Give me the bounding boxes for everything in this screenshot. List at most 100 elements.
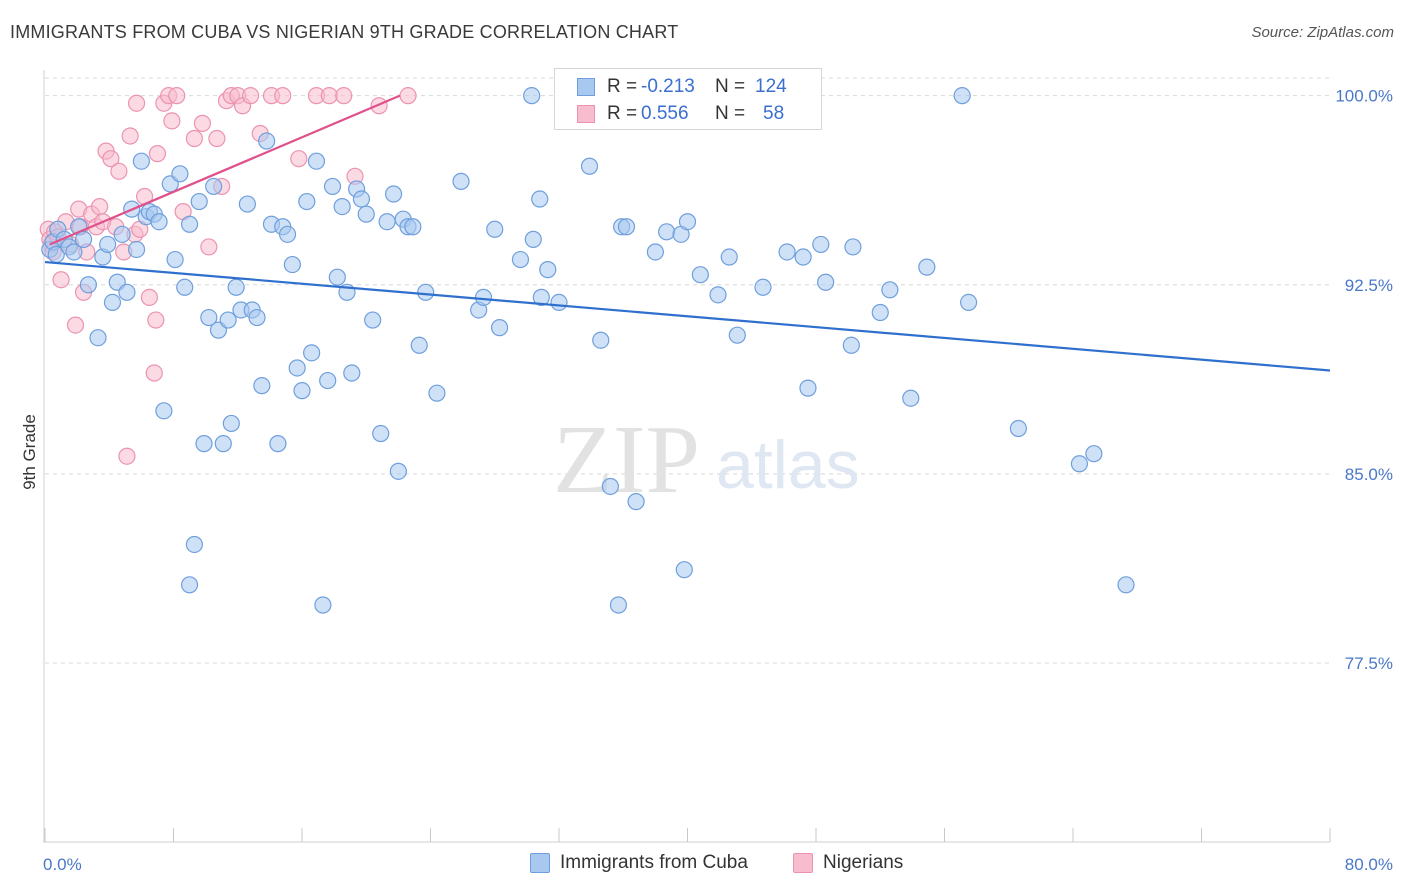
cuba-point <box>65 243 83 261</box>
cuba-point <box>1070 455 1089 473</box>
nigerian-point <box>185 129 203 148</box>
cuba-point <box>812 235 830 254</box>
cuba-point <box>452 172 470 190</box>
cuba-point <box>319 371 337 390</box>
cuba-point <box>720 248 738 266</box>
legend-cuba-label: Immigrants from Cuba <box>560 852 748 873</box>
nigerian-point <box>145 364 163 382</box>
stats-row-nigeria: R = 0.556 N = 58 <box>577 101 784 127</box>
cuba-point <box>417 283 435 301</box>
cuba-point <box>675 561 693 579</box>
x-axis-ticks <box>44 828 1331 842</box>
x-tick-label-max: 80.0% <box>1345 855 1393 874</box>
nigerian-point <box>118 447 136 465</box>
cuba-points <box>41 87 1135 614</box>
nigerian-point <box>208 129 226 148</box>
source-credit: Source: ZipAtlas.com <box>1251 24 1394 41</box>
cuba-point <box>238 195 256 213</box>
nigerian-point <box>200 238 218 256</box>
cuba-point <box>357 205 375 223</box>
cuba-point <box>200 308 218 327</box>
cuba-point <box>617 218 636 236</box>
nigeria-r-value: 0.556 <box>641 103 689 124</box>
nigerian-point <box>399 87 417 105</box>
trend-lines <box>44 94 1331 372</box>
cuba-point <box>410 336 428 354</box>
cuba-point <box>103 293 122 312</box>
y-tick-label: 85.0% <box>1345 465 1393 484</box>
watermark: ZIP atlas <box>553 406 860 514</box>
cuba-point <box>532 288 550 306</box>
x-tick-label-min: 0.0% <box>43 855 82 874</box>
cuba-point <box>817 273 835 291</box>
y-axis-title: 9th Grade <box>20 414 39 490</box>
nigerian-point <box>140 288 159 306</box>
cuba-n-label: N = <box>715 76 746 97</box>
nigerian-point <box>52 271 70 289</box>
cuba-point <box>253 377 271 395</box>
cuba-point <box>364 311 382 329</box>
cuba-point <box>1009 419 1027 438</box>
nigerian-point <box>147 311 165 329</box>
cuba-point <box>389 462 407 480</box>
cuba-point <box>227 278 245 296</box>
cuba-point <box>118 283 136 301</box>
cuba-point <box>592 331 610 349</box>
cuba-point <box>328 268 346 286</box>
nigerian-point <box>121 127 139 145</box>
legend-item-cuba[interactable]: Immigrants from Cuba <box>530 852 748 874</box>
legend-item-nigerians[interactable]: Nigerians <box>793 852 903 874</box>
cuba-point <box>1117 576 1135 594</box>
watermark-zip: ZIP <box>553 406 700 514</box>
cuba-point <box>531 190 549 208</box>
cuba-point <box>609 596 628 614</box>
cuba-point <box>953 87 971 105</box>
nigerian-point <box>168 87 186 105</box>
cuba-point <box>303 344 321 362</box>
nigerian-point <box>127 94 146 112</box>
nigeria-r-label: R = <box>607 103 638 124</box>
nigerian-point <box>148 145 167 163</box>
cuba-trend-line <box>44 260 1331 372</box>
cuba-point <box>678 213 697 231</box>
nigeria-n-label: N = <box>715 103 746 124</box>
cuba-point <box>89 329 107 347</box>
cuba-point <box>404 218 422 236</box>
cuba-r-label: R = <box>607 76 638 97</box>
cuba-point <box>190 192 208 211</box>
cuba-point <box>524 230 542 248</box>
cuba-point <box>550 293 568 312</box>
cuba-point <box>1085 445 1103 463</box>
stats-row-cuba: R = -0.213 N = 124 <box>577 74 787 100</box>
cuba-point <box>871 303 889 322</box>
cuba-point <box>307 152 326 170</box>
cuba-point <box>314 596 332 614</box>
cuba-point <box>258 132 276 150</box>
cuba-point <box>728 326 746 344</box>
nigerian-point <box>110 162 128 180</box>
cuba-point <box>778 243 796 261</box>
nigerian-point <box>163 112 181 130</box>
y-tick-label: 92.5% <box>1345 276 1393 295</box>
nigerian-point <box>66 316 85 334</box>
cuba-point <box>298 192 316 211</box>
cuba-point <box>171 165 189 183</box>
cuba-point <box>180 215 199 233</box>
cuba-point <box>709 286 727 304</box>
cuba-point <box>74 230 93 248</box>
nigerian-point <box>242 87 260 105</box>
legend-cuba-swatch <box>530 853 550 873</box>
cuba-point <box>205 177 223 196</box>
nigerian-point <box>335 87 353 105</box>
cuba-point <box>918 258 936 276</box>
y-tick-label: 77.5% <box>1345 654 1393 673</box>
cuba-point <box>248 308 266 327</box>
cuba-point <box>490 319 509 337</box>
cuba-swatch <box>577 78 595 96</box>
cuba-point <box>378 213 396 231</box>
y-tick-label: 100.0% <box>1335 87 1393 106</box>
cuba-point <box>333 197 351 216</box>
cuba-point <box>627 493 645 511</box>
cuba-point <box>293 382 311 400</box>
